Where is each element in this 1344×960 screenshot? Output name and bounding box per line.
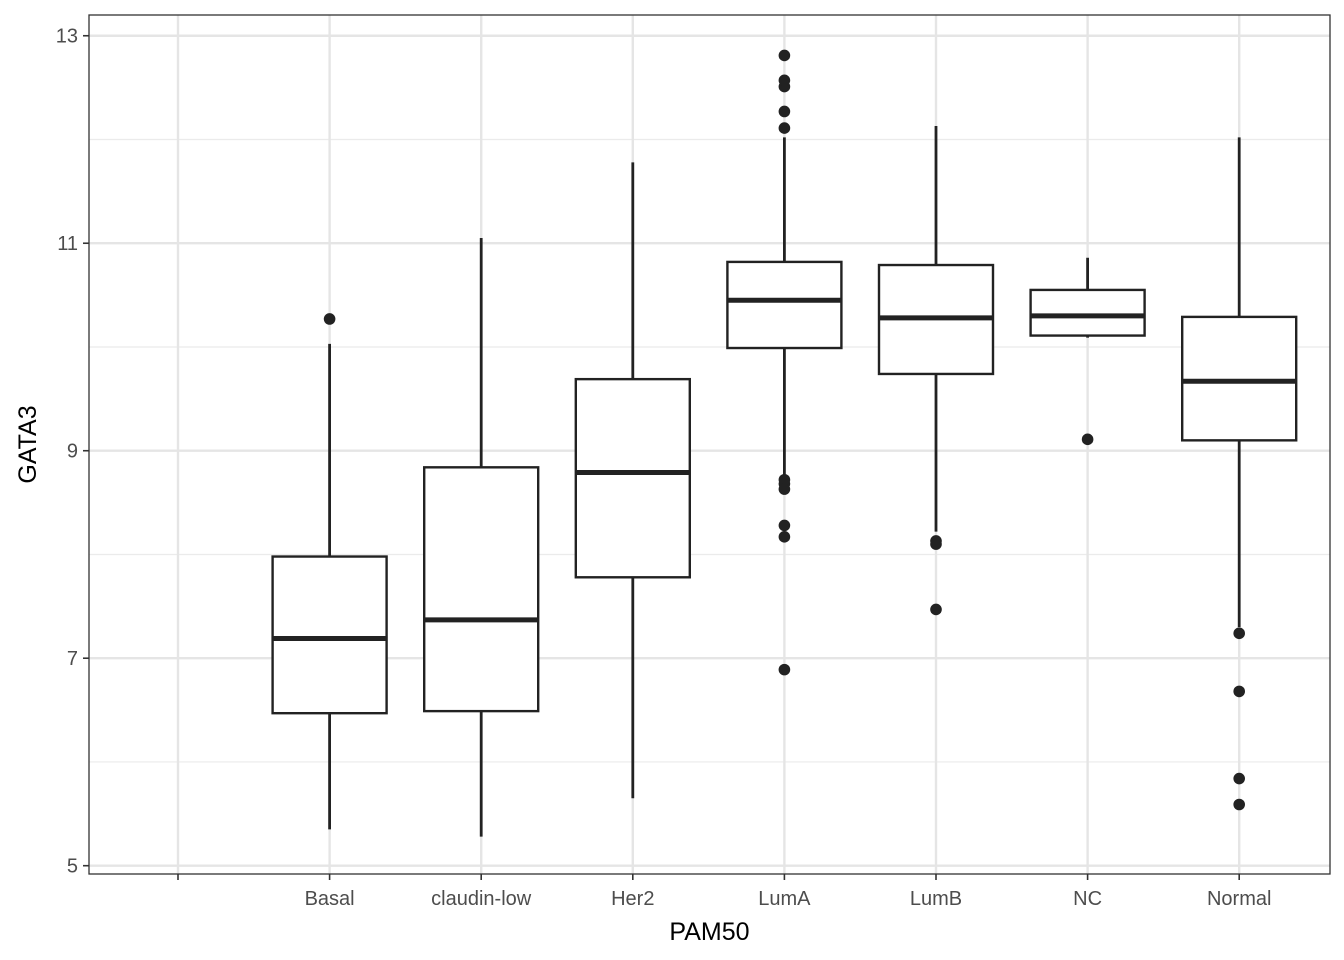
box-nc [1029,257,1146,446]
box-iqr [1029,288,1146,337]
x-tick-label: LumA [758,888,811,910]
y-tick-label: 5 [67,856,78,878]
x-tick-label: LumB [910,888,962,910]
box-luma [726,49,843,676]
box-claudin-low [423,238,540,837]
x-tick-label: Basal [305,888,355,910]
box-iqr [1180,315,1298,442]
outlier-point [930,538,942,550]
outlier-point [930,603,942,616]
outlier-point [778,531,791,543]
outlier-point [1233,772,1245,785]
outlier-point [778,49,791,62]
y-axis: 5 7 9 11 13 [56,26,89,878]
x-tick-label: claudin-low [431,888,532,910]
x-axis-title: PAM50 [669,918,749,946]
outlier-point [778,663,791,676]
outlier-point [778,105,791,118]
y-axis-title: GATA3 [14,405,42,483]
box-iqr [423,466,540,713]
box-iqr [726,260,843,350]
outlier-point [778,519,791,532]
outlier-point [778,483,791,495]
outlier-point [778,74,791,87]
box-series [271,49,1298,837]
box-lumb [877,126,995,616]
x-axis: Basal claudin-low Her2 LumA LumB NC Normal [177,874,1271,910]
box-iqr [271,555,388,715]
box-her2 [574,162,691,799]
outlier-point [1233,798,1245,811]
x-tick-label: Her2 [611,888,654,910]
box-basal [271,313,388,830]
y-tick-label: 9 [67,441,78,463]
minor-gridlines [89,138,1330,763]
outlier-point [323,313,336,325]
box-normal [1180,137,1298,811]
box-iqr [574,377,691,579]
x-tick-label: NC [1073,888,1102,910]
y-tick-label: 13 [56,26,78,48]
outlier-point [1233,685,1245,698]
y-tick-label: 7 [67,648,78,670]
outlier-point [1233,627,1245,640]
panel-border [88,14,1331,875]
y-tick-label: 11 [57,233,78,255]
outlier-point [1081,433,1094,446]
x-tick-label: Normal [1207,888,1271,910]
outlier-point [778,122,791,134]
